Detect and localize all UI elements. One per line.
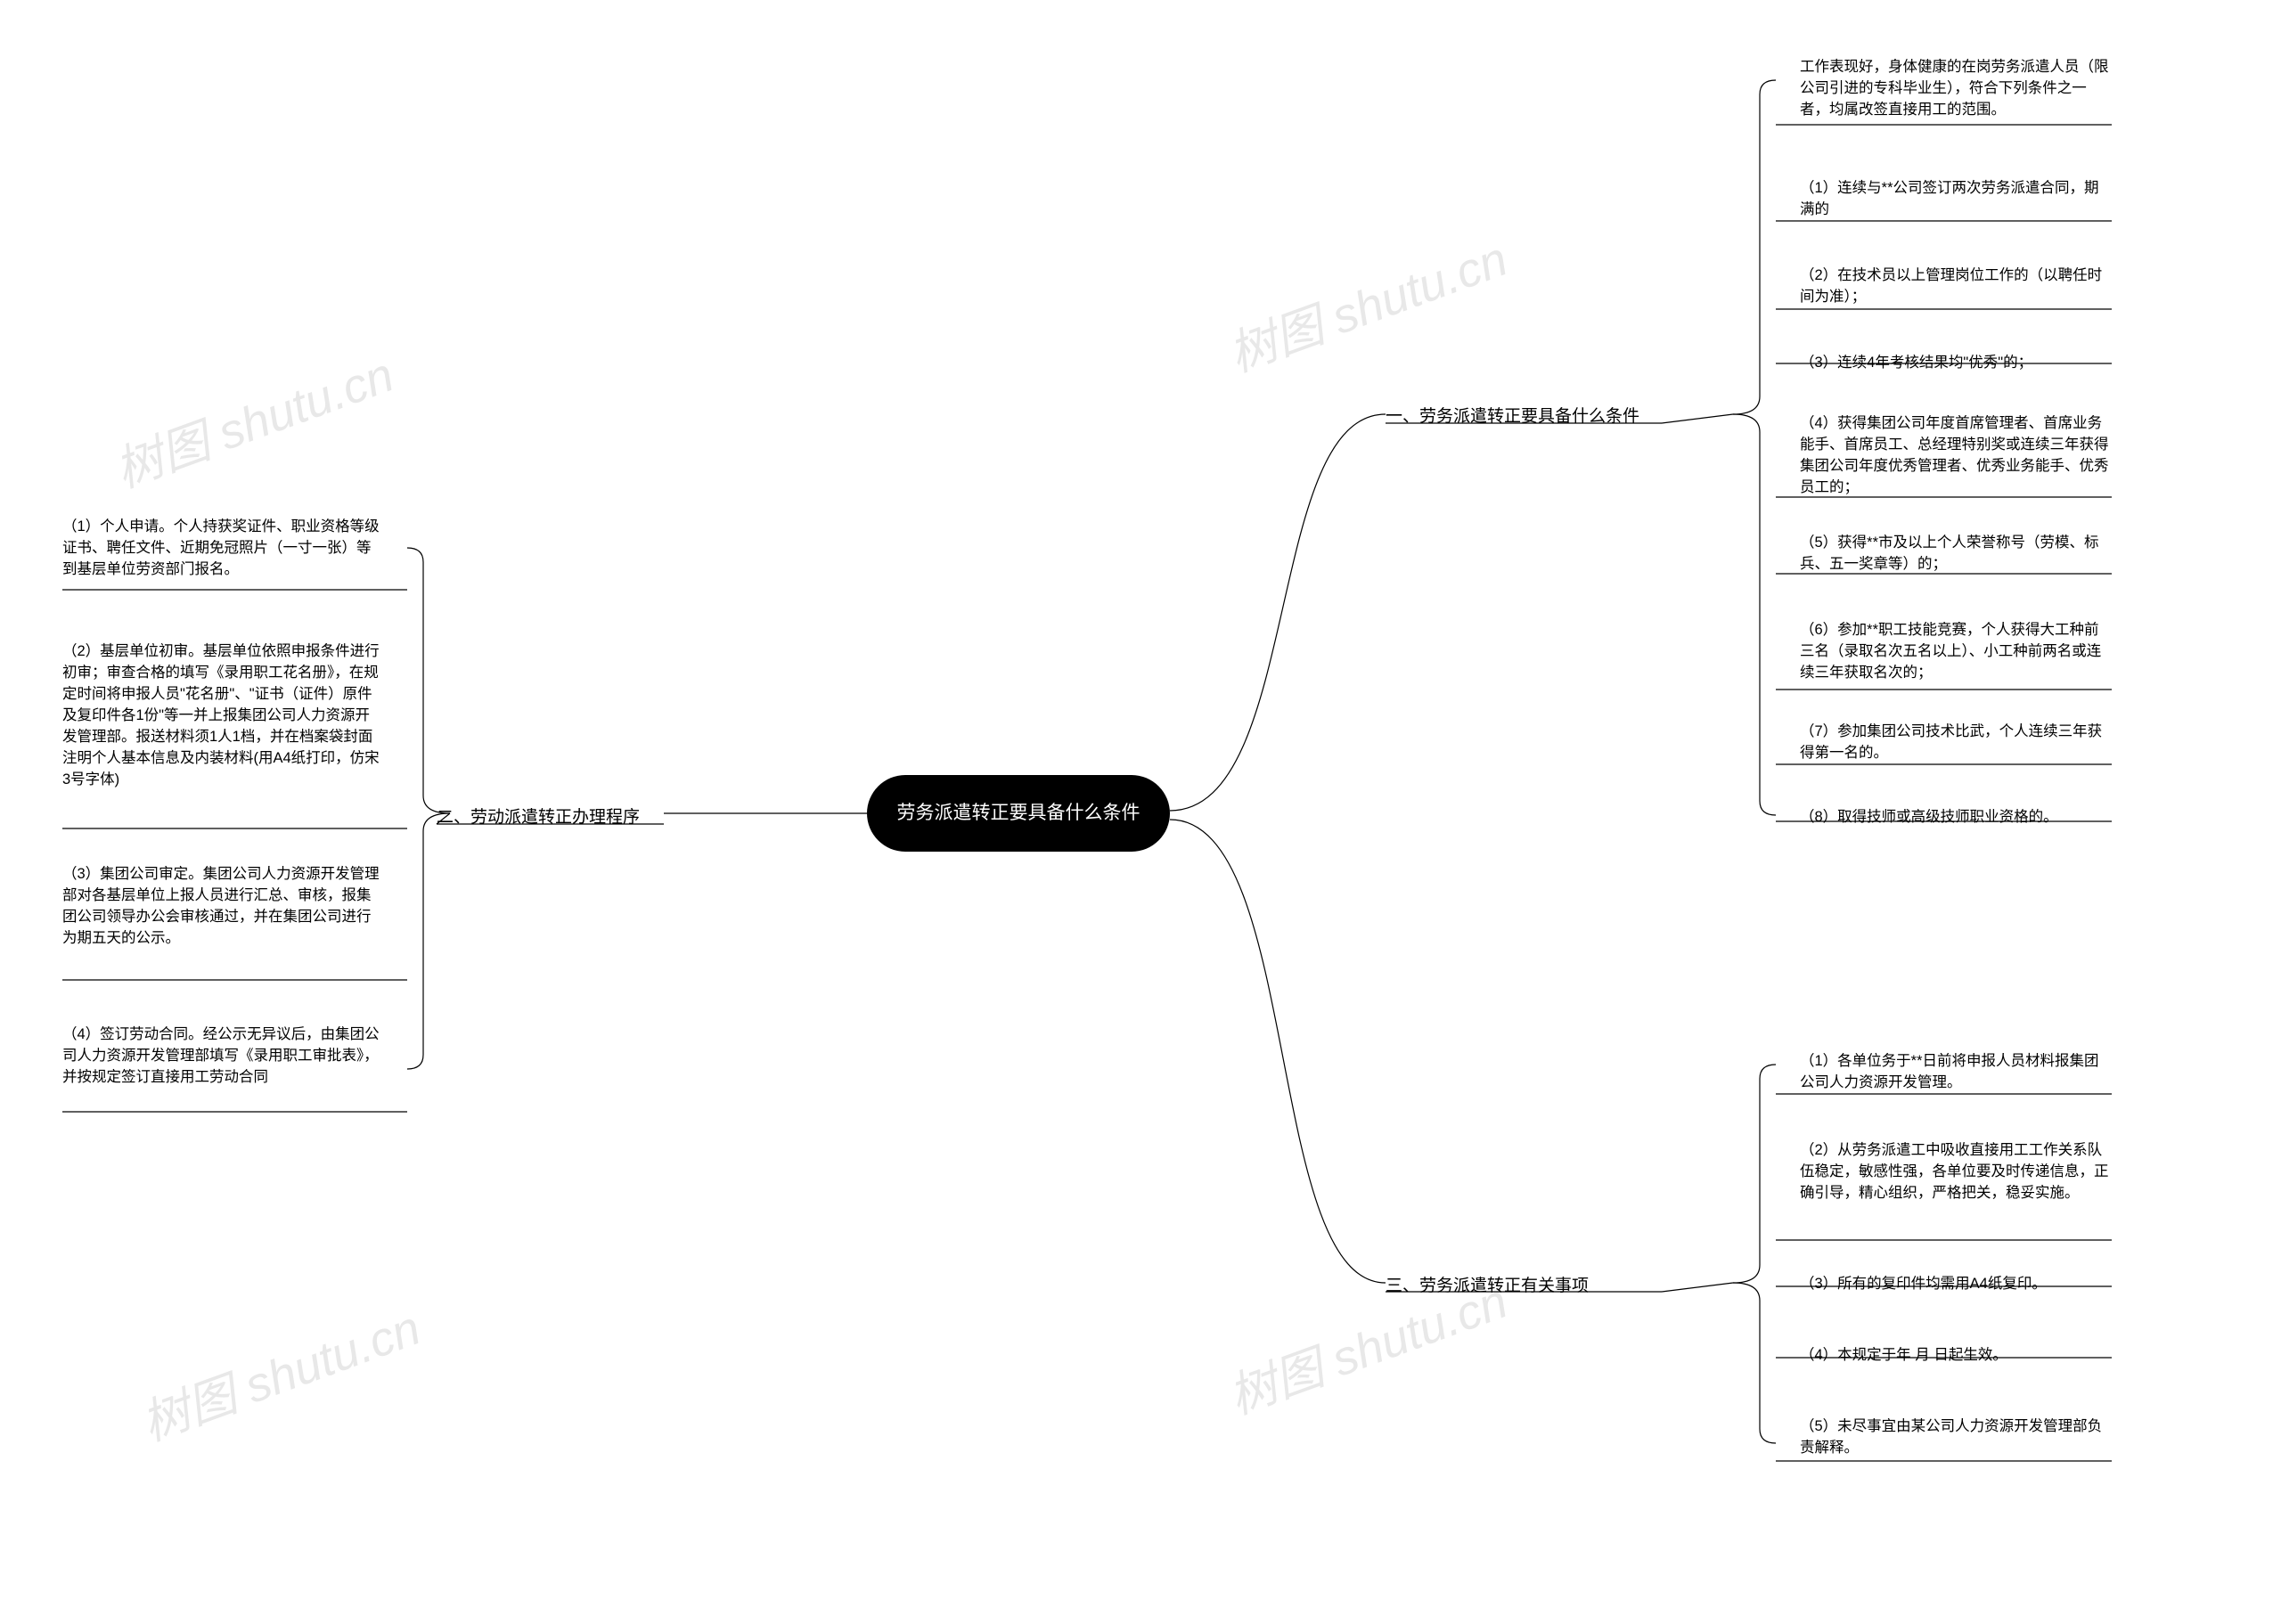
- leaf-s2-0: （1）个人申请。个人持获奖证件、职业资格等级证书、聘任文件、近期免冠照片（一寸一…: [62, 517, 383, 581]
- leaf-s3-1: （2）从劳务派遣工中吸收直接用工工作关系队伍稳定，敏感性强，各单位要及时传递信息…: [1800, 1140, 2112, 1204]
- leaf-s2-2: （3）集团公司审定。集团公司人力资源开发管理部对各基层单位上报人员进行汇总、审核…: [62, 864, 383, 950]
- leaf-s1-5: （5）获得**市及以上个人荣誉称号（劳模、标兵、五一奖章等）的；: [1800, 533, 2112, 575]
- leaf-s3-4: （5）未尽事宜由某公司人力资源开发管理部负责解释。: [1800, 1416, 2112, 1459]
- leaf-s1-4: （4）获得集团公司年度首席管理者、首席业务能手、首席员工、总经理特别奖或连续三年…: [1800, 413, 2112, 499]
- leaf-s3-3: （4）本规定于年 月 日起生效。: [1800, 1345, 2112, 1367]
- leaf-s2-1: （2）基层单位初审。基层单位依照申报条件进行初审；审查合格的填写《录用职工花名册…: [62, 641, 383, 790]
- leaf-s2-3: （4）签订劳动合同。经公示无异议后，由集团公司人力资源开发管理部填写《录用职工审…: [62, 1024, 383, 1089]
- branch-section1-title: 一、劳务派遣转正要具备什么条件: [1386, 403, 1639, 427]
- branch-section3-title: 三、劳务派遣转正有关事项: [1386, 1272, 1589, 1296]
- leaf-s1-8: （8）取得技师或高级技师职业资格的。: [1800, 807, 2112, 828]
- center-topic: 劳务派遣转正要具备什么条件: [867, 775, 1170, 852]
- watermark: 树图 shutu.cn: [103, 335, 401, 501]
- leaf-s1-7: （7）参加集团公司技术比武，个人连续三年获得第一名的。: [1800, 722, 2112, 764]
- leaf-s1-3: （3）连续4年考核结果均"优秀"的；: [1800, 353, 2112, 374]
- leaf-s3-0: （1）各单位务于**日前将申报人员材料报集团公司人力资源开发管理。: [1800, 1051, 2112, 1094]
- leaf-s3-2: （3）所有的复印件均需用A4纸复印。: [1800, 1274, 2112, 1295]
- branch-section2-title: 二、劳动派遣转正办理程序: [437, 804, 640, 828]
- leaf-s1-0: 工作表现好，身体健康的在岗劳务派遣人员（限公司引进的专科毕业生），符合下列条件之…: [1800, 57, 2112, 121]
- leaf-s1-2: （2）在技术员以上管理岗位工作的（以聘任时间为准）；: [1800, 265, 2112, 308]
- leaf-s1-1: （1）连续与**公司签订两次劳务派遣合同，期满的: [1800, 178, 2112, 221]
- watermark: 树图 shutu.cn: [1217, 219, 1515, 385]
- leaf-s1-6: （6）参加**职工技能竞赛，个人获得大工种前三名（录取名次五名以上）、小工种前两…: [1800, 620, 2112, 684]
- watermark: 树图 shutu.cn: [130, 1288, 428, 1454]
